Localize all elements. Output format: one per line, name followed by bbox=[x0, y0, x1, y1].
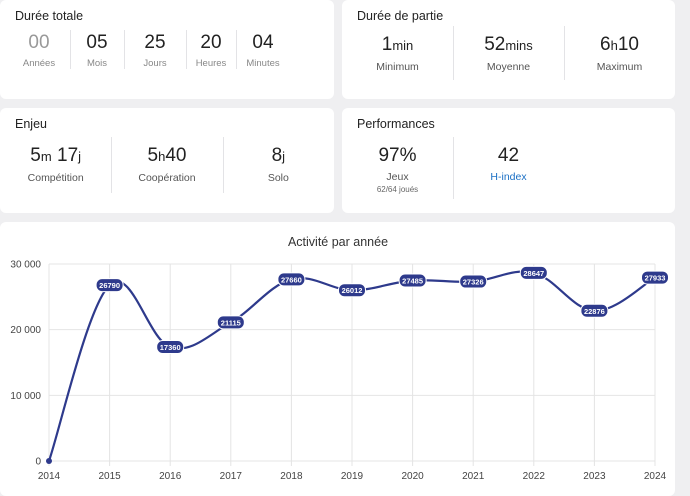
y-tick-label: 20 000 bbox=[10, 325, 41, 336]
data-label: 21115 bbox=[221, 318, 241, 327]
total-duration-card: Durée totale 00 Années 05 Mois 25 Jours … bbox=[0, 0, 334, 99]
total-years: 00 Années bbox=[22, 32, 56, 69]
x-tick-label: 2016 bbox=[159, 471, 182, 482]
x-tick-label: 2020 bbox=[401, 471, 424, 482]
activity-chart-card: Activité par année 0 10 000 20 000 30 000 201… bbox=[0, 222, 675, 496]
x-tick-label: 2022 bbox=[523, 471, 546, 482]
data-label: 27933 bbox=[645, 274, 666, 283]
x-tick-label: 2023 bbox=[583, 471, 606, 482]
data-point bbox=[46, 458, 52, 464]
data-point bbox=[95, 278, 124, 293]
activity-chart: Activité par année 0 10 000 20 000 30 000 201… bbox=[10, 235, 669, 482]
data-label: 26012 bbox=[342, 286, 363, 295]
duration-maximum: 6h10 Maximum bbox=[564, 26, 675, 80]
total-minutes: 04 Minutes bbox=[236, 30, 290, 69]
total-days: 25 Jours bbox=[124, 30, 186, 69]
data-label: 27485 bbox=[402, 277, 423, 286]
data-point bbox=[398, 273, 427, 288]
duration-average: 52mins Moyenne bbox=[453, 26, 564, 80]
performance-title: Performances bbox=[357, 117, 435, 131]
performance-games: 97% Jeux 62/64 joués bbox=[376, 145, 419, 194]
y-tick-label: 30 000 bbox=[10, 260, 41, 271]
data-point bbox=[641, 270, 669, 285]
total-months: 05 Mois bbox=[70, 30, 124, 69]
data-label: 17360 bbox=[160, 343, 181, 352]
data-point bbox=[216, 315, 245, 330]
chart-title: Activité par année bbox=[288, 235, 388, 249]
data-label: 27660 bbox=[281, 275, 302, 284]
x-tick-label: 2024 bbox=[644, 471, 667, 482]
hindex-link[interactable]: H-index bbox=[490, 171, 527, 183]
y-tick-label: 0 bbox=[35, 457, 41, 468]
data-point bbox=[156, 340, 185, 355]
data-label: 26790 bbox=[99, 281, 120, 290]
performance-hindex: 42 H-index bbox=[453, 137, 564, 199]
data-point bbox=[277, 272, 306, 287]
x-tick-label: 2019 bbox=[341, 471, 364, 482]
y-tick-label: 10 000 bbox=[10, 391, 41, 402]
data-label: 28647 bbox=[523, 269, 544, 278]
total-hours: 20 Heures bbox=[186, 30, 236, 69]
stake-cooperation: 5h40 Coopération bbox=[111, 137, 222, 193]
data-point bbox=[459, 274, 488, 289]
game-duration-title: Durée de partie bbox=[357, 9, 444, 23]
total-duration-title: Durée totale bbox=[15, 9, 84, 23]
data-label: 27326 bbox=[463, 278, 484, 287]
performance-card: Performances 97% Jeux 62/64 joués 42 H-i… bbox=[342, 108, 675, 213]
x-tick-label: 2014 bbox=[38, 471, 61, 482]
stake-solo: 8j Solo bbox=[222, 137, 334, 193]
x-tick-label: 2018 bbox=[280, 471, 303, 482]
data-point bbox=[580, 303, 609, 318]
data-label: 22876 bbox=[584, 307, 605, 316]
x-tick-label: 2017 bbox=[220, 471, 243, 482]
x-tick-label: 2021 bbox=[462, 471, 485, 482]
x-tick-label: 2015 bbox=[98, 471, 121, 482]
game-duration-card: Durée de partie 1min Minimum 52mins Moye… bbox=[342, 0, 675, 99]
stake-competition: 5m 17j Compétition bbox=[27, 145, 84, 184]
stake-title: Enjeu bbox=[15, 117, 47, 131]
stake-card: Enjeu 5m 17j Compétition 5h40 Coopératio… bbox=[0, 108, 334, 213]
duration-minimum: 1min Minimum bbox=[376, 34, 419, 73]
data-point bbox=[519, 265, 548, 280]
data-point bbox=[338, 283, 366, 298]
